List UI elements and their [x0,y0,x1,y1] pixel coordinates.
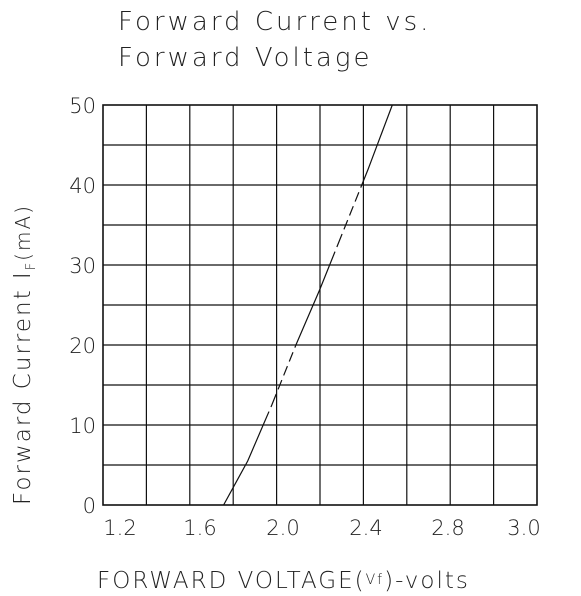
x-axis-label: FORWARD VOLTAGE(Vf)-volts [97,568,470,594]
x-axis-label-main: FORWARD VOLTAGE( [97,568,366,594]
plot-frame [102,104,538,506]
chart-title-line1: Forward Current vs. [118,7,431,37]
x-tick-label: 1.6 [183,516,216,540]
y-axis-label-subscript: F [24,261,39,270]
x-tick-labels: 1.2 1.6 2.0 2.4 2.8 3.0 [103,516,540,540]
y-axis-label-unit: (mA) [11,204,35,261]
grid [103,105,537,505]
y-tick-label: 30 [69,254,96,278]
y-tick-label: 10 [69,414,96,438]
y-axis-label-main: Forward Current I [10,270,36,505]
x-tick-label: 1.2 [103,516,136,540]
y-axis-label: Forward Current IF(mA) [10,204,39,505]
x-axis-label-symbol: Vf [366,572,385,588]
y-tick-label: 20 [69,334,96,358]
chart-title-line2: Forward Voltage [118,43,372,73]
y-tick-label: 40 [69,174,96,198]
forward-current-curve [223,104,393,506]
y-tick-label: 50 [69,94,96,118]
x-axis-label-tail: )-volts [384,568,470,594]
x-tick-label: 3.0 [507,516,540,540]
x-tick-label: 2.4 [349,516,382,540]
y-tick-label: 0 [83,494,96,518]
y-tick-labels: 0 10 20 30 40 50 [69,94,96,518]
x-tick-label: 2.0 [266,516,299,540]
x-tick-label: 2.8 [431,516,464,540]
